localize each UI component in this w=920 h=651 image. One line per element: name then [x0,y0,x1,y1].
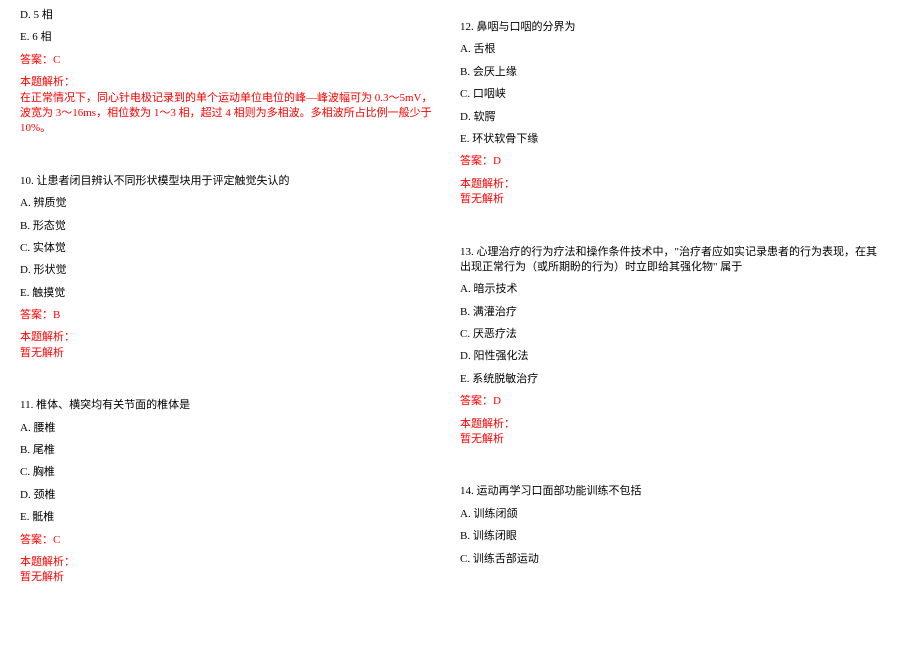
q11-opt-b: B. 尾椎 [20,443,440,458]
q14-opt-a: A. 训练闭颌 [460,507,880,522]
q10-explain-body: 暂无解析 [20,346,440,361]
q13-opt-d: D. 阳性强化法 [460,349,880,364]
q9-explain-label: 本题解析： [20,75,440,90]
q13-opt-c: C. 厌恶疗法 [460,327,880,342]
q12-explain-body: 暂无解析 [460,192,880,207]
q10-explain-label: 本题解析： [20,330,440,345]
q14-opt-c: C. 训练舌部运动 [460,552,880,567]
q13-opt-a: A. 暗示技术 [460,282,880,297]
q11-opt-c: C. 胸椎 [20,465,440,480]
q13-explain-label: 本题解析： [460,417,880,432]
q9-answer: 答案：C [20,53,440,68]
q12-opt-a: A. 舌根 [460,42,880,57]
q12-answer: 答案：D [460,154,880,169]
q12-explain-label: 本题解析： [460,177,880,192]
q10-answer: 答案：B [20,308,440,323]
q13-explain-body: 暂无解析 [460,432,880,447]
q10-stem: 10. 让患者闭目辨认不同形状模型块用于评定触觉失认的 [20,174,440,189]
q14-stem: 14. 运动再学习口面部功能训练不包括 [460,484,880,499]
q13-opt-b: B. 满灌治疗 [460,305,880,320]
q13-stem: 13. 心理治疗的行为疗法和操作条件技术中，"治疗者应如实记录患者的行为表现，在… [460,245,880,276]
q10-opt-d: D. 形状觉 [20,263,440,278]
q11-opt-e: E. 骶椎 [20,510,440,525]
q11-explain-label: 本题解析： [20,555,440,570]
q10-opt-a: A. 辨质觉 [20,196,440,211]
q13-opt-e: E. 系统脱敏治疗 [460,372,880,387]
q11-opt-a: A. 腰椎 [20,421,440,436]
q12-opt-b: B. 会厌上缘 [460,65,880,80]
q9-opt-e: E. 6 相 [20,30,440,45]
q12-opt-d: D. 软腭 [460,110,880,125]
q11-answer: 答案：C [20,533,440,548]
q12-stem: 12. 鼻咽与口咽的分界为 [460,20,880,35]
q11-opt-d: D. 颈椎 [20,488,440,503]
q13-answer: 答案：D [460,394,880,409]
q12-opt-c: C. 口咽峡 [460,87,880,102]
left-column: D. 5 相 E. 6 相 答案：C 本题解析： 在正常情况下，同心针电极记录到… [20,8,460,643]
q14-opt-b: B. 训练闭眼 [460,529,880,544]
q11-explain-body: 暂无解析 [20,570,440,585]
q9-opt-d: D. 5 相 [20,8,440,23]
right-column: 12. 鼻咽与口咽的分界为 A. 舌根 B. 会厌上缘 C. 口咽峡 D. 软腭… [460,8,900,643]
q11-stem: 11. 椎体、横突均有关节面的椎体是 [20,398,440,413]
q10-opt-c: C. 实体觉 [20,241,440,256]
q10-opt-b: B. 形态觉 [20,219,440,234]
q10-opt-e: E. 触摸觉 [20,286,440,301]
q9-explain-body: 在正常情况下，同心针电极记录到的单个运动单位电位的峰—峰波幅可为 0.3～5mV… [20,91,440,137]
q12-opt-e: E. 环状软骨下缘 [460,132,880,147]
